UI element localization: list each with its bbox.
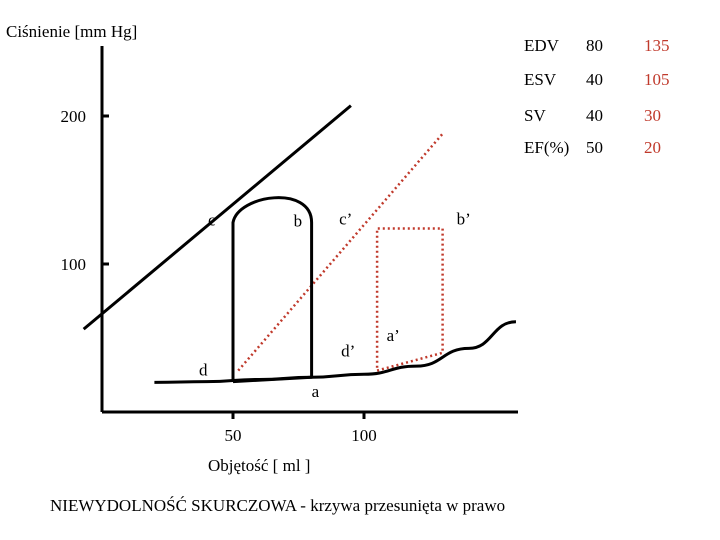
tick-labels: 50 100 100 200	[61, 107, 377, 445]
failure-value: 135	[644, 36, 670, 55]
point-label-4: d	[199, 361, 208, 380]
point-label-3: c	[208, 211, 216, 230]
baseline-value: 40	[586, 106, 603, 125]
curves	[82, 104, 517, 384]
point-label-8: d’	[341, 342, 355, 361]
point-label-1: a	[312, 382, 320, 401]
baseline-value: 40	[586, 70, 603, 89]
failure-value: 105	[644, 70, 670, 89]
axes	[100, 46, 518, 419]
point-label-6: b’	[457, 209, 471, 228]
series-line-3	[154, 320, 517, 384]
param-label: ESV	[524, 70, 557, 89]
y-axis-label: Ciśnienie [mm Hg]	[6, 22, 138, 41]
x-tick-label: 100	[351, 426, 377, 445]
baseline-value: 80	[586, 36, 603, 55]
x-tick-label: 50	[225, 426, 242, 445]
param-label: SV	[524, 106, 546, 125]
baseline-value: 50	[586, 138, 603, 157]
chart-caption: NIEWYDOLNOŚĆ SKURCZOWA - krzywa przesuni…	[50, 496, 506, 515]
failure-value: 30	[644, 106, 661, 125]
point-label-2: b	[294, 212, 303, 231]
series-line-2	[237, 132, 444, 372]
param-label: EDV	[524, 36, 559, 55]
x-axis-label: Objętość [ ml ]	[208, 456, 311, 475]
series-line-5	[375, 227, 444, 372]
point-label-5: a’	[387, 326, 400, 345]
param-label: EF(%)	[524, 138, 570, 157]
series-line-4	[231, 196, 314, 384]
point-labels: a b c d a’ b’ c’ d’	[199, 209, 471, 401]
y-tick-label: 100	[61, 255, 87, 274]
y-tick-label: 200	[61, 107, 87, 126]
series-line-1	[82, 104, 352, 331]
failure-value: 20	[644, 138, 661, 157]
point-label-7: c’	[339, 209, 352, 228]
